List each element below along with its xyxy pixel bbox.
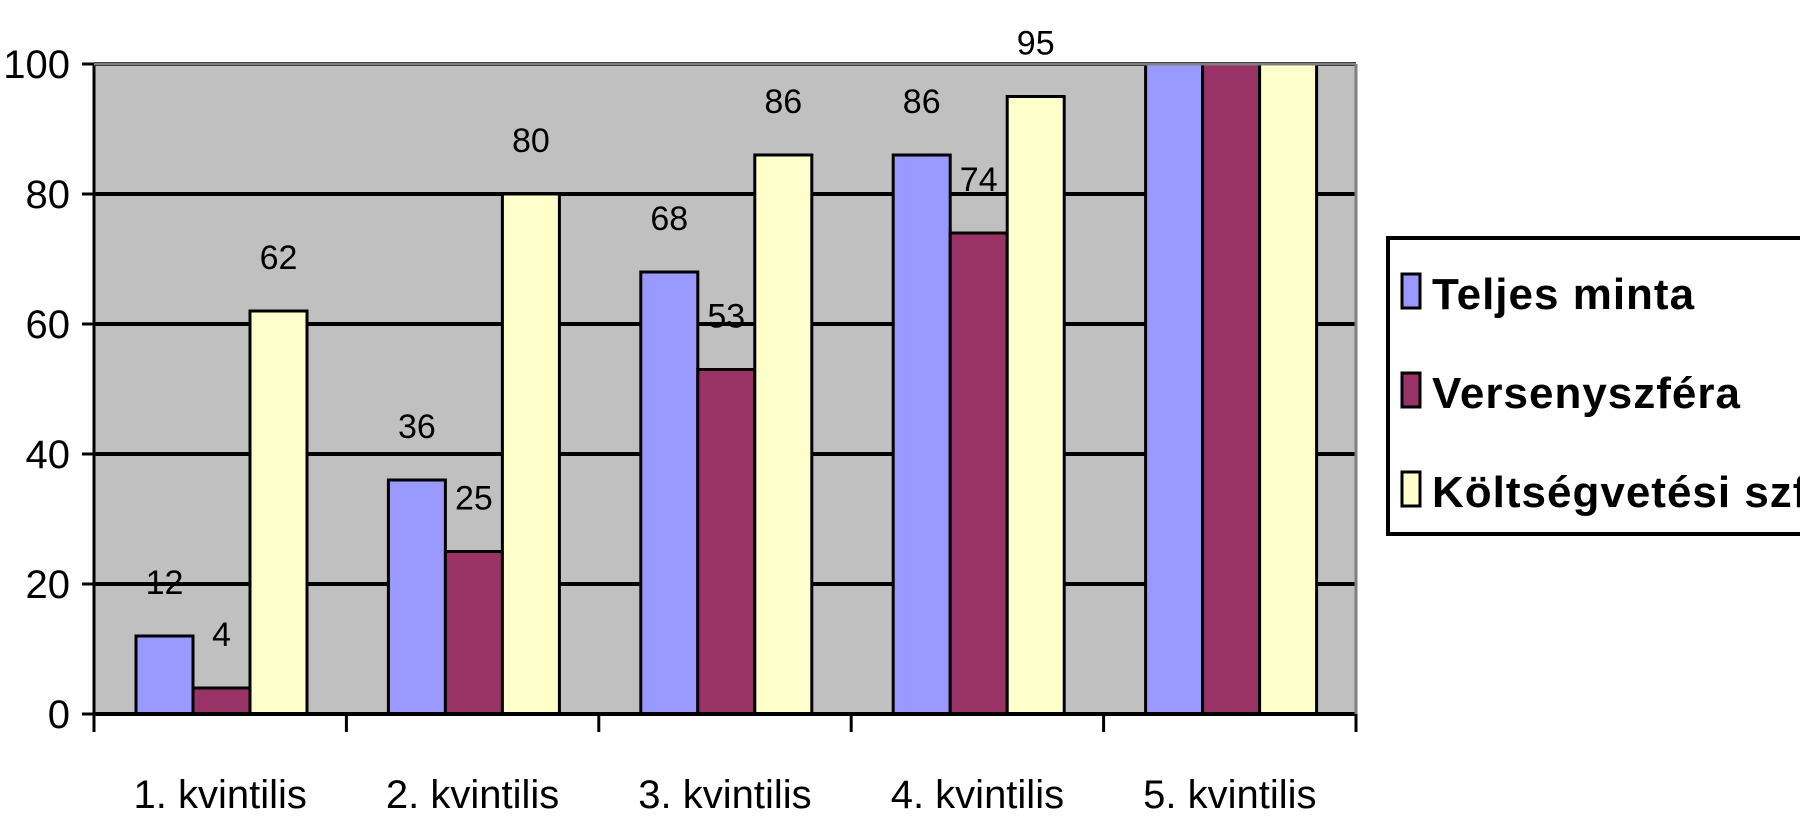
x-tick-label: 2. kvintilis <box>386 773 559 817</box>
data-label-s2-c0: 62 <box>260 239 298 277</box>
bar-s0-c2 <box>639 270 700 716</box>
bar-s0-c3 <box>891 153 952 716</box>
bar-s1-c0 <box>191 686 252 716</box>
bars <box>134 62 1319 716</box>
bar-s0-c0 <box>134 634 195 716</box>
data-label-s0-c0: 12 <box>146 564 184 602</box>
legend-label-versenyszfera: Versenyszféra <box>1432 369 1741 418</box>
data-label-s2-c2: 86 <box>764 83 802 121</box>
legend-swatch-koltsegvetesi-szfera <box>1400 470 1422 508</box>
legend-swatch-teljes-minta <box>1400 272 1422 310</box>
bar-s0-c4 <box>1144 62 1205 716</box>
legend-label-koltsegvetesi-szfera: Költségvetési szféra <box>1432 468 1800 517</box>
bar-s2-c2 <box>753 153 814 716</box>
data-label-s1-c2: 53 <box>707 298 745 336</box>
x-tick-label: 1. kvintilis <box>134 773 307 817</box>
legend-label-teljes-minta: Teljes minta <box>1432 270 1695 319</box>
bar-s1-c4 <box>1201 62 1262 716</box>
bar-s1-c1 <box>443 550 504 716</box>
bar-s2-c3 <box>1005 95 1066 716</box>
legend: Teljes minta Versenyszféra Költségvetési… <box>1386 236 1800 536</box>
data-label-s2-c1: 80 <box>512 122 550 160</box>
data-label-s2-c3: 95 <box>1017 25 1055 63</box>
axes <box>82 62 1358 732</box>
y-tick-label: 100 <box>3 43 70 87</box>
bar-s0-c1 <box>386 478 447 716</box>
x-tick-label: 4. kvintilis <box>891 773 1064 817</box>
y-tick-label: 20 <box>26 563 71 607</box>
x-tick-label: 3. kvintilis <box>638 773 811 817</box>
data-label-s1-c1: 25 <box>455 480 493 518</box>
data-label-s0-c1: 36 <box>398 408 436 446</box>
y-tick-label: 80 <box>26 173 71 217</box>
bar-s2-c1 <box>500 192 561 716</box>
bar-s1-c2 <box>696 368 757 716</box>
y-tick-labels: 0 20 40 60 80 100 <box>3 43 70 737</box>
data-labels: 12 36 68 86 4 25 53 74 62 80 86 95 <box>146 25 1055 655</box>
bar-s2-c0 <box>248 309 309 716</box>
x-tick-label: 5. kvintilis <box>1143 773 1316 817</box>
x-tick-labels: 1. kvintilis 2. kvintilis 3. kvintilis 4. k… <box>134 773 1317 817</box>
bar-s2-c4 <box>1258 62 1319 716</box>
data-label-s1-c0: 4 <box>212 616 231 654</box>
y-tick-label: 40 <box>26 433 71 477</box>
legend-swatch-versenyszfera <box>1400 371 1422 409</box>
data-label-s0-c2: 68 <box>650 200 688 238</box>
data-label-s1-c3: 74 <box>960 161 998 199</box>
y-tick-label: 0 <box>48 693 70 737</box>
y-tick-label: 60 <box>26 303 71 347</box>
data-label-s0-c3: 86 <box>903 83 941 121</box>
bar-s1-c3 <box>948 231 1009 716</box>
legend-box <box>1386 236 1800 536</box>
